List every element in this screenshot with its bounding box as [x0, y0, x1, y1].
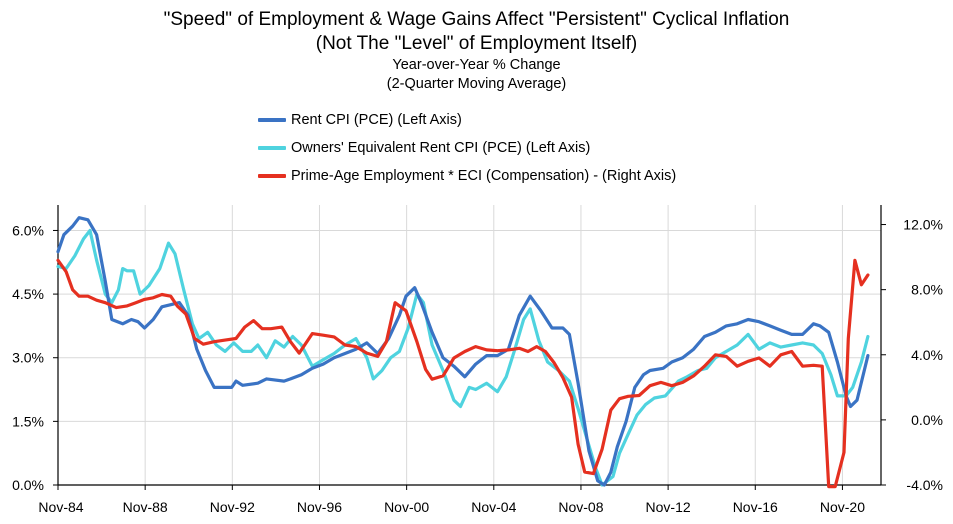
legend-swatch-oer-cpi [258, 146, 286, 150]
left-y-tick-label: 3.0% [12, 350, 44, 366]
x-tick-label: Nov-20 [820, 499, 865, 515]
rent-cpi-line [56, 216, 870, 487]
right-y-tick-label: 12.0% [903, 217, 943, 233]
legend-item-rent-cpi: Rent CPI (PCE) (Left Axis) [258, 106, 676, 134]
x-tick-label: Nov-04 [471, 499, 516, 515]
x-tick-label: Nov-00 [384, 499, 429, 515]
chart-title: "Speed" of Employment & Wage Gains Affec… [163, 9, 790, 30]
x-tick-label: Nov-96 [297, 499, 342, 515]
chart-subtitle-line2: (2-Quarter Moving Average) [386, 76, 567, 92]
legend-label-employment-eci: Prime-Age Employment * ECI (Compensation… [291, 168, 677, 184]
left-y-tick-label: 0.0% [12, 477, 44, 493]
oer-cpi-line [56, 228, 870, 487]
right-y-tick-label: -4.0% [906, 477, 943, 493]
x-tick-label: Nov-12 [646, 499, 691, 515]
legend-item-oer-cpi: Owners' Equivalent Rent CPI (PCE) (Left … [258, 134, 676, 162]
legend-swatch-employment-eci [258, 174, 286, 178]
x-tick-label: Nov-08 [558, 499, 603, 515]
legend-item-employment-eci: Prime-Age Employment * ECI (Compensation… [258, 162, 676, 190]
x-tick-label: Nov-16 [733, 499, 778, 515]
chart-title-line2: (Not The "Level" of Employment Itself) [315, 33, 638, 54]
right-y-tick-label: 4.0% [911, 347, 943, 363]
chart-subtitle: Year-over-Year % Change [392, 57, 561, 73]
left-y-tick-label: 1.5% [12, 413, 44, 429]
right-y-tick-label: 0.0% [911, 412, 943, 428]
legend-swatch-rent-cpi [258, 118, 286, 122]
right-y-tick-label: 8.0% [911, 282, 943, 298]
legend-label-oer-cpi: Owners' Equivalent Rent CPI (PCE) (Left … [291, 140, 591, 156]
x-tick-label: Nov-92 [210, 499, 255, 515]
x-tick-label: Nov-84 [38, 499, 83, 515]
x-tick-label: Nov-88 [123, 499, 168, 515]
left-y-tick-label: 4.5% [12, 286, 44, 302]
chart-legend: Rent CPI (PCE) (Left Axis) Owners' Equiv… [258, 106, 676, 190]
legend-label-rent-cpi: Rent CPI (PCE) (Left Axis) [291, 112, 462, 128]
employment-eci-line [56, 258, 870, 489]
left-y-tick-label: 6.0% [12, 222, 44, 238]
